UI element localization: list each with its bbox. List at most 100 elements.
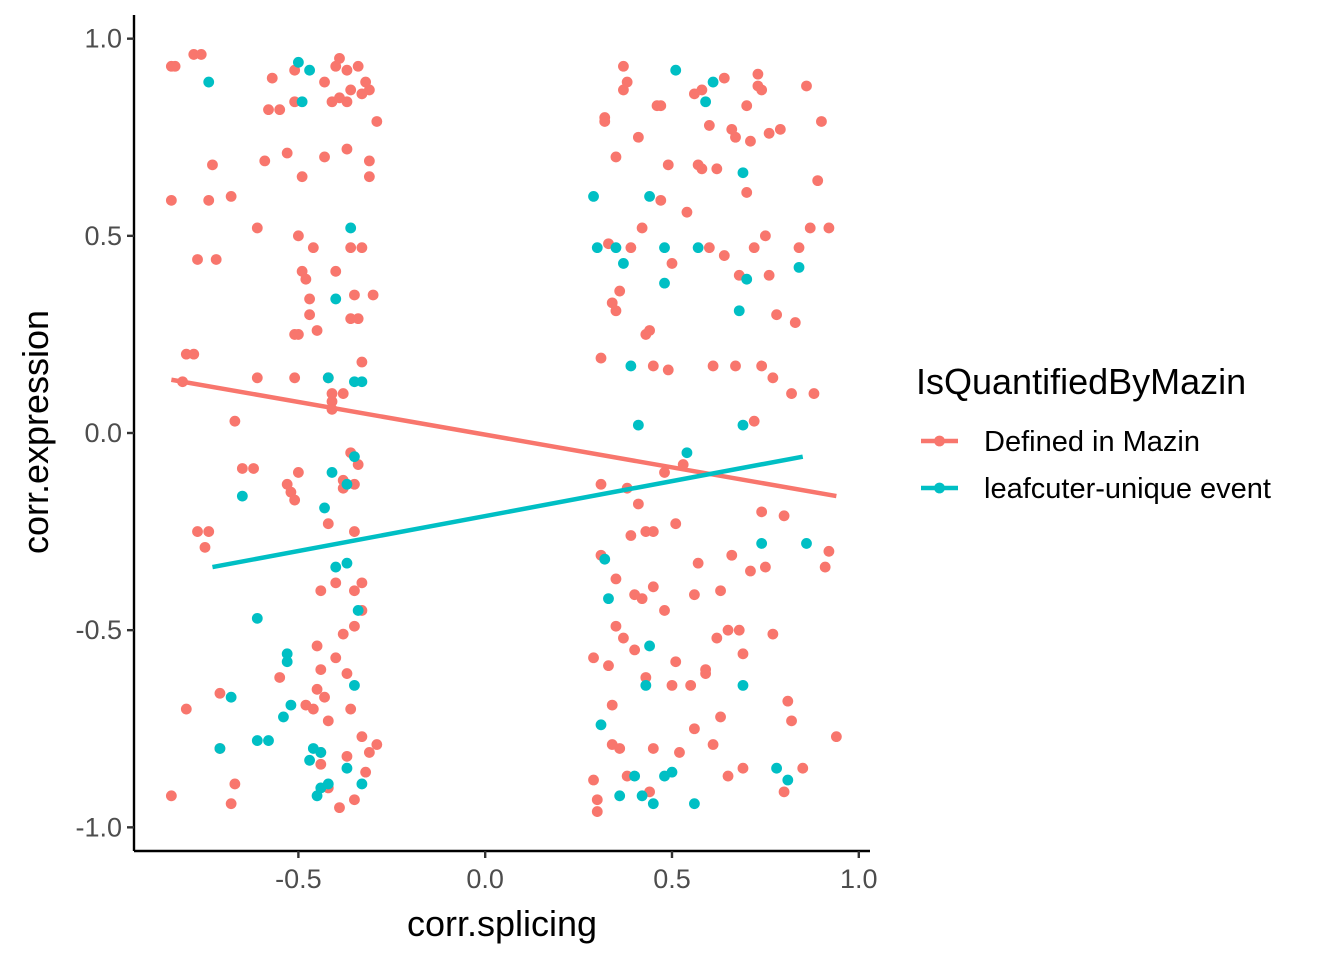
data-point — [345, 242, 357, 254]
data-point — [285, 699, 297, 711]
data-point — [771, 309, 782, 321]
data-point — [670, 64, 682, 76]
data-point — [681, 447, 693, 459]
data-point — [326, 396, 338, 407]
data-point — [248, 463, 259, 474]
data-point — [296, 171, 308, 183]
data-point — [640, 672, 652, 683]
y-tick-label: 0.5 — [84, 221, 122, 251]
data-point — [681, 206, 693, 218]
data-point — [786, 388, 797, 399]
data-point — [315, 747, 327, 758]
data-point — [363, 747, 375, 758]
data-point — [610, 305, 622, 317]
data-point — [326, 388, 338, 399]
data-point — [236, 463, 248, 474]
data-point — [251, 612, 263, 624]
data-point — [685, 679, 697, 691]
data-point — [180, 703, 192, 715]
data-point — [756, 538, 768, 549]
data-point — [610, 242, 622, 254]
data-point — [203, 76, 215, 88]
data-point — [644, 190, 655, 202]
data-point — [591, 794, 603, 806]
data-point — [307, 242, 319, 254]
data-point — [330, 577, 342, 589]
data-point — [748, 242, 760, 254]
legend-key-point — [934, 482, 945, 494]
data-point — [263, 104, 274, 116]
data-point — [281, 648, 293, 660]
data-point — [345, 84, 357, 96]
data-point — [356, 577, 368, 589]
data-point — [304, 754, 315, 766]
data-point — [300, 273, 312, 285]
data-point — [591, 806, 603, 817]
data-point — [636, 593, 648, 605]
data-point — [632, 498, 644, 510]
data-point — [730, 360, 741, 372]
data-point — [289, 96, 301, 108]
data-point — [315, 758, 327, 770]
data-point — [801, 80, 812, 92]
data-point — [292, 467, 304, 478]
data-point — [341, 762, 353, 774]
legend: IsQuantifiedByMazin Defined in Mazin leaf… — [916, 361, 1271, 505]
data-point — [588, 774, 599, 786]
data-point — [659, 467, 670, 478]
data-point — [610, 620, 622, 632]
data-point — [595, 719, 607, 731]
data-point — [703, 120, 715, 131]
data-point — [289, 372, 301, 384]
data-point — [812, 175, 824, 187]
data-point — [349, 376, 360, 388]
data-point — [715, 585, 726, 597]
data-point — [341, 64, 353, 76]
data-point — [326, 467, 338, 478]
data-point — [180, 348, 192, 360]
data-point — [311, 683, 323, 695]
y-axis-ticks: -1.0 -0.5 0.0 0.5 1.0 — [75, 24, 134, 842]
data-point — [647, 743, 659, 754]
data-point — [341, 668, 353, 679]
data-point — [345, 313, 357, 325]
data-point — [334, 52, 345, 64]
data-point — [625, 360, 637, 372]
data-point — [752, 68, 764, 80]
data-point — [192, 526, 203, 537]
data-point — [591, 242, 603, 254]
data-point — [618, 258, 629, 269]
data-point — [188, 49, 200, 60]
data-point — [606, 699, 618, 711]
data-point — [618, 60, 629, 72]
data-point — [263, 735, 274, 746]
data-point — [367, 289, 379, 301]
data-point — [352, 60, 364, 72]
data-point — [670, 518, 682, 530]
data-point — [711, 163, 723, 175]
axes — [132, 15, 870, 853]
data-point — [251, 372, 263, 384]
data-point — [349, 451, 360, 463]
data-point — [659, 605, 670, 616]
data-point — [640, 679, 652, 691]
data-point — [625, 242, 637, 254]
data-point — [655, 194, 667, 206]
data-point — [674, 747, 685, 758]
legend-title: IsQuantifiedByMazin — [916, 361, 1246, 402]
data-point — [816, 116, 827, 127]
data-point — [322, 778, 334, 790]
data-point — [363, 171, 375, 183]
data-point — [319, 151, 330, 163]
data-point — [319, 76, 330, 88]
data-point — [188, 348, 200, 360]
data-point — [311, 325, 323, 336]
data-point — [707, 360, 719, 372]
data-point — [707, 739, 719, 750]
data-point — [337, 388, 349, 399]
data-point — [636, 790, 648, 802]
data-point — [349, 526, 360, 537]
data-point — [210, 254, 222, 265]
data-point — [647, 798, 659, 810]
data-point — [793, 242, 805, 254]
